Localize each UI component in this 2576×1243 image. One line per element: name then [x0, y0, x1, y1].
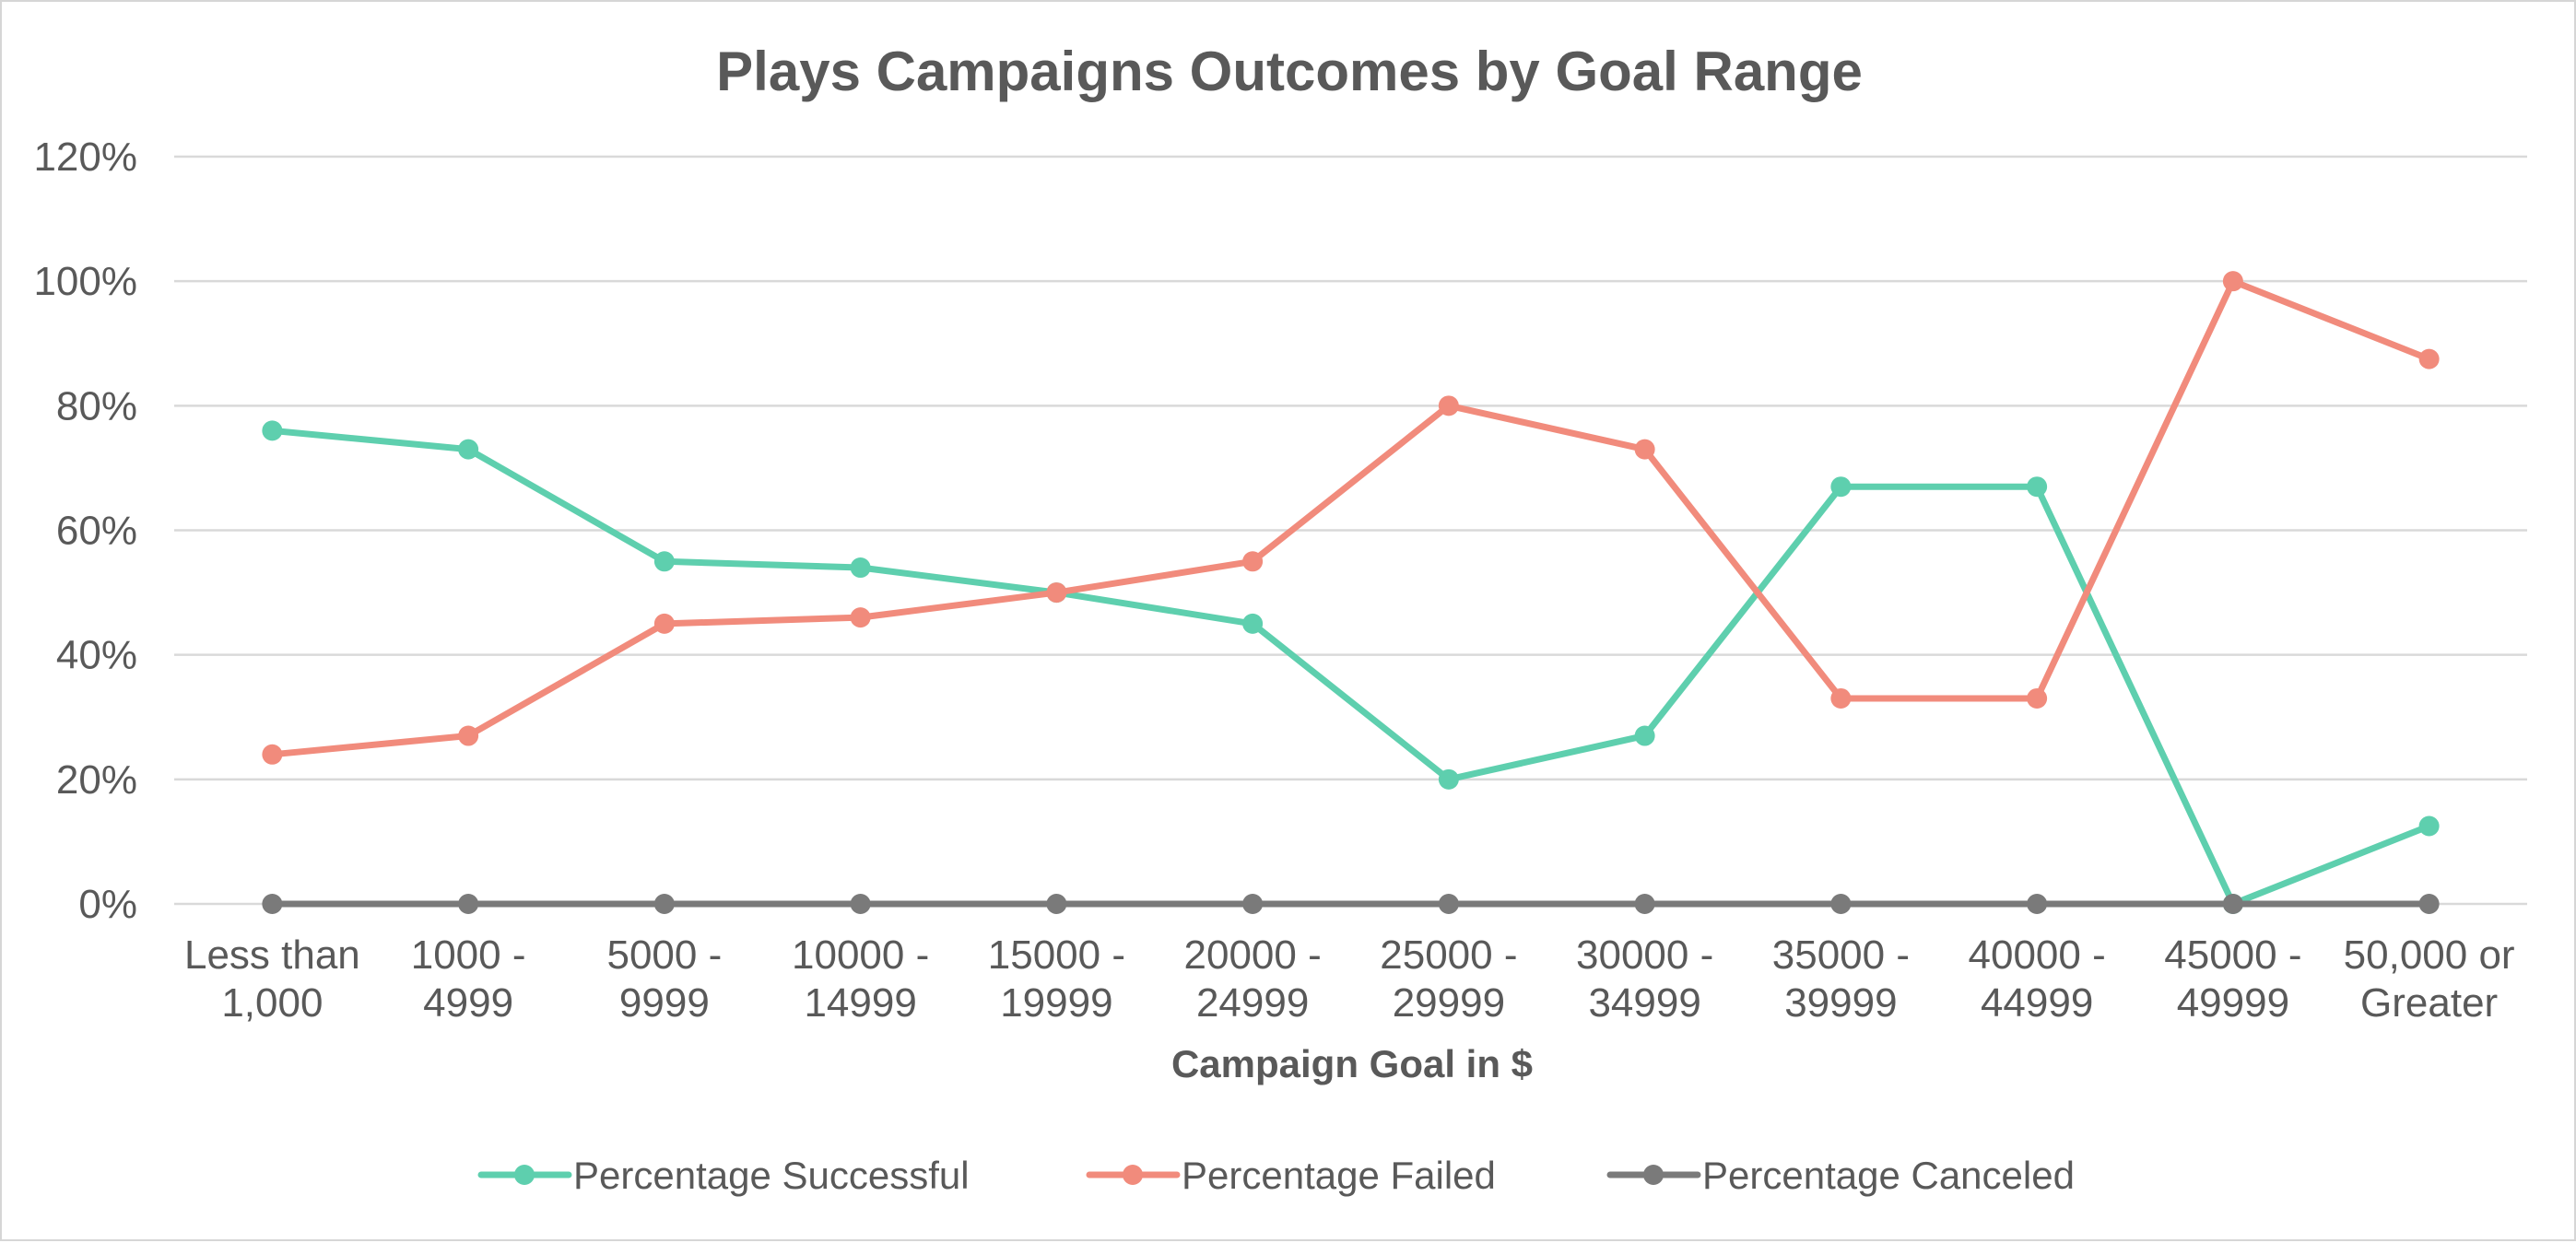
data-point	[653, 551, 675, 572]
y-tick-label: 60%	[56, 509, 137, 554]
data-point	[850, 894, 871, 914]
legend-label: Percentage Successful	[573, 1154, 970, 1197]
data-point	[458, 894, 479, 914]
series-lines	[262, 271, 2440, 914]
x-tick-label: 35000 -	[1772, 932, 1910, 978]
data-point	[1634, 725, 1655, 746]
series-2	[262, 271, 2440, 765]
data-point	[1046, 894, 1067, 914]
x-tick-label: 1,000	[221, 980, 323, 1026]
legend-item: Percentage Successful	[477, 1154, 970, 1197]
data-point	[1242, 613, 1264, 634]
data-point	[1242, 551, 1264, 572]
data-point	[1830, 476, 1852, 498]
legend-swatch-marker	[514, 1165, 535, 1185]
x-tick-label: 40000 -	[1969, 932, 2106, 978]
chart-title: Plays Campaigns Outcomes by Goal Range	[716, 41, 1863, 102]
y-tick-label: 80%	[56, 383, 137, 428]
series-3	[262, 894, 2440, 914]
data-point	[1830, 687, 1852, 709]
data-point	[458, 439, 479, 460]
x-tick-label: 25000 -	[1380, 932, 1517, 978]
series-1	[262, 420, 2440, 914]
series-line	[268, 277, 2433, 758]
data-point	[653, 894, 675, 914]
legend-swatch-marker	[1643, 1165, 1664, 1185]
data-point	[1438, 894, 1459, 914]
legend-swatch-marker	[1123, 1165, 1143, 1185]
data-point	[1830, 894, 1852, 914]
data-point	[2418, 894, 2440, 914]
x-tick-label: Less than	[184, 932, 360, 978]
data-point	[2027, 687, 2048, 709]
y-axis-tick-labels: 0% 20% 40% 60% 80% 100% 120%	[33, 135, 137, 927]
data-point	[1438, 395, 1459, 416]
data-point	[262, 894, 283, 914]
x-tick-label: 44999	[1981, 980, 2093, 1026]
x-tick-label: 30000 -	[1576, 932, 1713, 978]
y-tick-label: 0%	[78, 882, 137, 927]
x-tick-label: 20000 -	[1184, 932, 1322, 978]
x-tick-label: Greater	[2360, 980, 2498, 1026]
y-tick-label: 40%	[56, 633, 137, 678]
x-tick-label: 19999	[1000, 980, 1112, 1026]
x-tick-label: 5000 -	[606, 932, 722, 978]
y-tick-label: 20%	[56, 757, 137, 803]
x-tick-label: 9999	[619, 980, 710, 1026]
data-point	[850, 607, 871, 628]
data-point	[1242, 894, 1264, 914]
legend-item: Percentage Failed	[1086, 1154, 1496, 1197]
gridlines	[174, 155, 2527, 906]
x-tick-label: 1000 -	[411, 932, 526, 978]
data-point	[2222, 894, 2243, 914]
data-point	[2418, 348, 2440, 369]
data-point	[1634, 439, 1655, 460]
data-point	[1438, 768, 1459, 790]
data-point	[2027, 894, 2048, 914]
x-axis-title: Campaign Goal in $	[1171, 1042, 1533, 1085]
x-tick-label: 24999	[1196, 980, 1309, 1026]
x-tick-label: 29999	[1393, 980, 1505, 1026]
x-tick-label: 14999	[804, 980, 916, 1026]
legend-label: Percentage Failed	[1182, 1154, 1496, 1197]
data-point	[2222, 271, 2243, 292]
data-point	[2027, 476, 2048, 498]
data-point	[458, 725, 479, 746]
x-tick-label: 50,000 or	[2344, 932, 2515, 978]
data-point	[1046, 582, 1067, 604]
legend-item: Percentage Canceled	[1606, 1154, 2075, 1197]
x-tick-label: 49999	[2177, 980, 2289, 1026]
data-point	[850, 557, 871, 579]
data-point	[1634, 894, 1655, 914]
x-tick-label: 39999	[1784, 980, 1897, 1026]
x-tick-label: 15000 -	[988, 932, 1125, 978]
x-tick-label: 45000 -	[2164, 932, 2301, 978]
legend: Percentage Successful Percentage Failed Pe…	[477, 1154, 2075, 1197]
data-point	[262, 420, 283, 441]
x-tick-label: 4999	[423, 980, 513, 1026]
series-line	[268, 427, 2433, 908]
data-point	[653, 613, 675, 634]
y-tick-label: 120%	[33, 135, 137, 180]
data-point	[262, 744, 283, 765]
data-point	[2418, 815, 2440, 837]
y-tick-label: 100%	[33, 259, 137, 304]
x-tick-label: 34999	[1588, 980, 1700, 1026]
x-tick-label: 10000 -	[792, 932, 929, 978]
legend-label: Percentage Canceled	[1702, 1154, 2075, 1197]
